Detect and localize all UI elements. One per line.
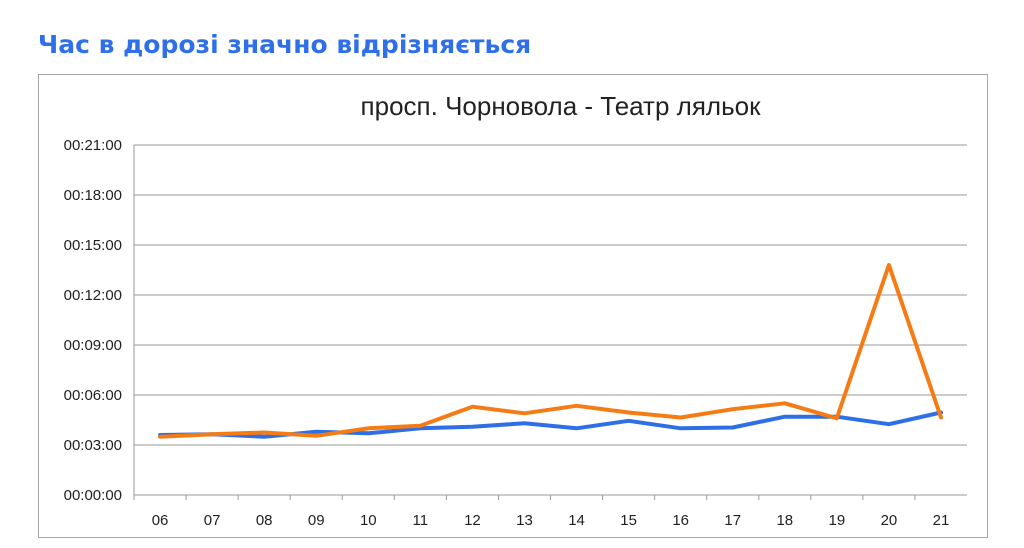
x-tick-label: 18: [776, 512, 793, 529]
x-tick-label: 11: [413, 512, 429, 529]
series-line-2: [158, 263, 943, 439]
x-tick-label: 17: [724, 512, 741, 529]
y-tick-label: 00:03:00: [64, 437, 122, 454]
x-tick-label: 20: [881, 512, 898, 529]
x-tick-label: 06: [152, 512, 169, 529]
x-tick-label: 13: [516, 512, 533, 529]
x-tick-label: 15: [620, 512, 637, 529]
x-tick-label: 10: [360, 512, 377, 529]
y-tick-label: 00:18:00: [64, 187, 122, 204]
page-heading: Час в дорозі значно відрізняється: [38, 30, 532, 59]
x-tick-label: 12: [464, 512, 481, 529]
y-axis: 00:00:00 00:03:00 00:06:00 00:09:00 00:12:00…: [64, 137, 122, 504]
x-tick-label: 19: [829, 512, 846, 529]
x-tick-label: 21: [933, 512, 950, 529]
x-tick-label: 07: [204, 512, 221, 529]
grid-layer: [133, 144, 967, 496]
x-axis: 06 07 08 09 10 11 12 13 14 15 16 17 18 19 20 21: [133, 495, 950, 529]
chart-title: просп. Чорновола - Театр ляльок: [361, 91, 762, 121]
y-tick-label: 00:21:00: [64, 137, 122, 154]
x-tick-label: 16: [672, 512, 689, 529]
y-tick-label: 00:15:00: [64, 237, 122, 254]
chart-frame: просп. Чорновола - Театр ляльок 00:00:00…: [38, 74, 988, 538]
y-tick-label: 00:06:00: [64, 387, 122, 404]
y-tick-label: 00:00:00: [64, 487, 122, 504]
line-chart: просп. Чорновола - Театр ляльок 00:00:00…: [64, 91, 967, 529]
y-tick-label: 00:12:00: [64, 287, 122, 304]
x-tick-label: 09: [308, 512, 325, 529]
x-tick-label: 14: [568, 512, 585, 529]
series-layer: [158, 263, 943, 439]
x-tick-label: 08: [256, 512, 273, 529]
y-tick-label: 00:09:00: [64, 337, 122, 354]
